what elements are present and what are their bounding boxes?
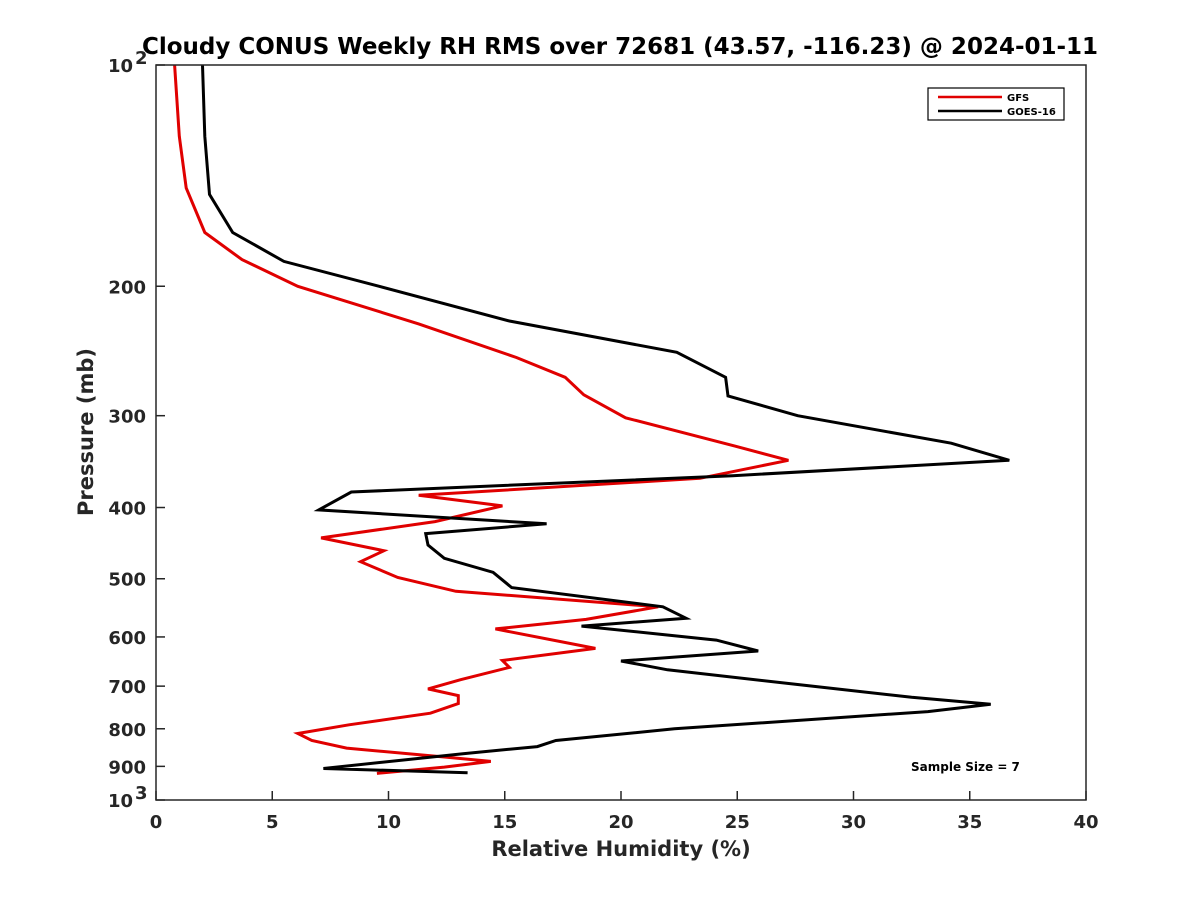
series-line-goes16 xyxy=(201,64,1010,775)
x-tick-label: 15 xyxy=(492,812,517,833)
y-tick-label: 800 xyxy=(108,720,146,741)
legend-label-gfs: GFS xyxy=(1007,93,1029,104)
x-tick-label: 35 xyxy=(957,812,982,833)
x-tick-label: 5 xyxy=(266,812,279,833)
y-axis-label: Pressure (mb) xyxy=(74,348,98,516)
y-tick-label: 300 xyxy=(108,407,146,428)
legend-box xyxy=(927,87,1065,121)
y-tick-label: 10 xyxy=(108,791,133,812)
y-tick-label: 500 xyxy=(108,570,146,591)
x-tick-label: 0 xyxy=(150,812,163,833)
y-tick-exponent: 3 xyxy=(135,783,148,804)
series-line-gfs xyxy=(173,64,789,775)
y-tick-label: 400 xyxy=(108,499,146,520)
x-tick-label: 25 xyxy=(725,812,750,833)
legend: GFS GOES-16 xyxy=(927,87,1065,121)
x-axis: 0 5 10 15 20 25 30 35 40 xyxy=(150,791,1099,833)
y-tick-label: 200 xyxy=(108,277,146,298)
sample-size-annotation: Sample Size = 7 xyxy=(911,760,1020,774)
x-tick-label: 10 xyxy=(376,812,401,833)
legend-label-goes16: GOES-16 xyxy=(1007,107,1056,118)
y-tick-label: 700 xyxy=(108,677,146,698)
x-axis-label: Relative Humidity (%) xyxy=(491,837,750,861)
x-tick-label: 30 xyxy=(841,812,866,833)
y-tick-exponent: 2 xyxy=(135,48,148,69)
y-tick-label: 900 xyxy=(108,757,146,778)
y-tick-label: 10 xyxy=(108,56,133,77)
y-tick-label: 600 xyxy=(108,628,146,649)
chart-title: Cloudy CONUS Weekly RH RMS over 72681 (4… xyxy=(142,34,1098,60)
x-tick-label: 20 xyxy=(608,812,633,833)
series-layer xyxy=(173,64,1010,775)
x-tick-label: 40 xyxy=(1073,812,1098,833)
